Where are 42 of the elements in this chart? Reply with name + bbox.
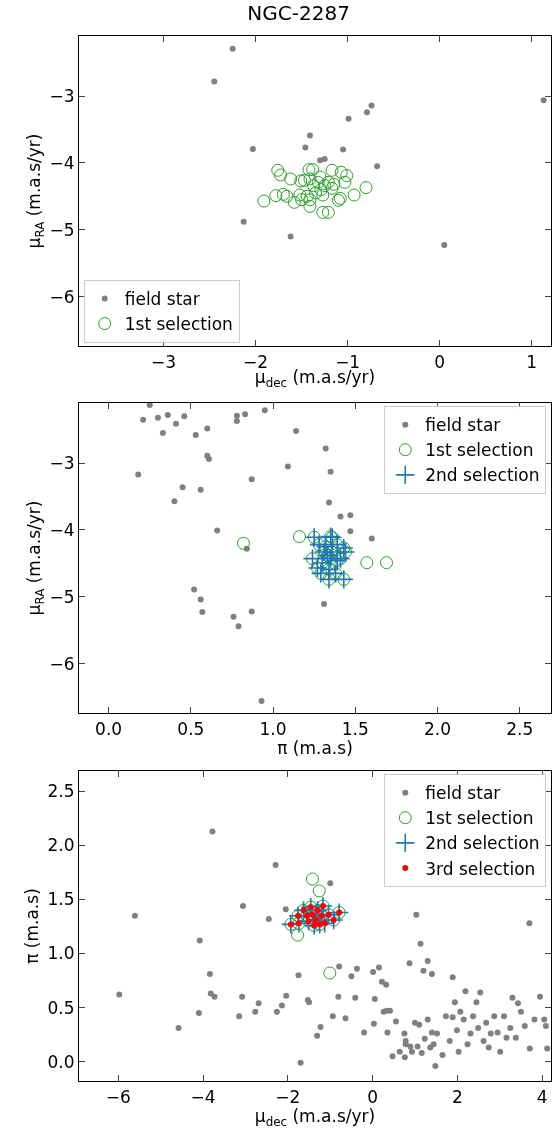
y-tick-label: −3 [49, 453, 75, 474]
y-tick-label: 0.5 [47, 997, 75, 1018]
x-tick-label: 0 [434, 351, 446, 372]
x-tick-label: 2.5 [506, 718, 534, 739]
y-tick-label: −6 [49, 653, 75, 674]
y-axis-title: π (m.a.s) [22, 888, 42, 964]
x-axis-title: μ$_{dec}$ (m.a.s/yr) [254, 1106, 376, 1129]
legend-label: 1st selection [425, 440, 534, 461]
x-tick-label: 0.5 [177, 718, 205, 739]
x-tick-label: 1 [526, 351, 538, 372]
legend-label: field star [124, 289, 200, 310]
x-axis-title: π (m.a.s) [277, 738, 353, 759]
legend-label: 1st selection [425, 808, 534, 829]
y-tick-label: −4 [49, 152, 75, 173]
legend-label: 2nd selection [425, 833, 540, 854]
y-tick-label: −6 [49, 286, 75, 307]
x-tick-label: 4 [536, 1086, 548, 1107]
x-tick-label: 0 [367, 1086, 379, 1107]
x-tick-label: 0.0 [95, 718, 123, 739]
x-tick-label: −6 [105, 1086, 131, 1107]
y-tick-label: 2.0 [47, 835, 75, 856]
y-tick-label: 1.0 [47, 943, 75, 964]
legend-label: 2nd selection [425, 465, 540, 486]
x-tick-label: −2 [275, 1086, 301, 1107]
x-tick-label: 1.0 [259, 718, 287, 739]
y-tick-label: 1.5 [47, 889, 75, 910]
x-tick-label: 2 [451, 1086, 463, 1107]
legend-label: 3rd selection [425, 858, 536, 879]
y-tick-label: −4 [49, 519, 75, 540]
x-tick-label: 1.5 [341, 718, 369, 739]
y-tick-label: −3 [49, 86, 75, 107]
y-tick-label: −5 [49, 586, 75, 607]
x-tick-label: −3 [151, 351, 177, 372]
y-tick-label: 0.0 [47, 1051, 75, 1072]
y-tick-label: −5 [49, 219, 75, 240]
x-tick-label: 2.0 [424, 718, 452, 739]
legend-label: field star [425, 415, 501, 436]
x-tick-label: −4 [190, 1086, 216, 1107]
legend-label: field star [425, 783, 501, 804]
y-tick-label: 2.5 [47, 781, 75, 802]
legend-label: 1st selection [124, 314, 233, 335]
chart-title: NGC-2287 [247, 0, 350, 25]
